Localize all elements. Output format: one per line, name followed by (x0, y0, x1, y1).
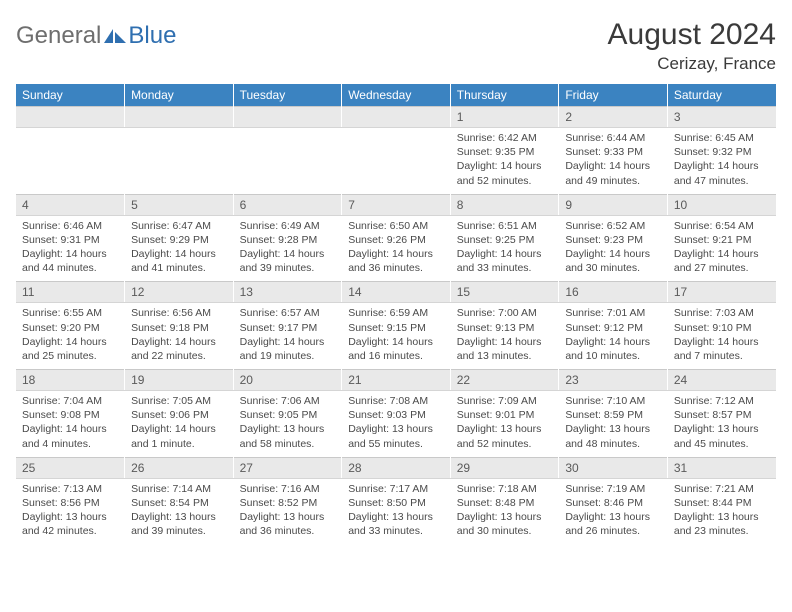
weekday-header: Thursday (450, 84, 559, 107)
day-content-cell: Sunrise: 6:47 AMSunset: 9:29 PMDaylight:… (125, 215, 234, 282)
day-number-cell: 3 (667, 107, 776, 128)
day-content-cell: Sunrise: 7:08 AMSunset: 9:03 PMDaylight:… (342, 391, 451, 458)
day-number-cell: 15 (450, 282, 559, 303)
title-location: Cerizay, France (608, 54, 776, 74)
day-number-cell: 7 (342, 194, 451, 215)
day-content-cell (16, 128, 125, 195)
day-number-cell: 1 (450, 107, 559, 128)
day-content-row: Sunrise: 7:04 AMSunset: 9:08 PMDaylight:… (16, 391, 776, 458)
day-number-cell: 8 (450, 194, 559, 215)
day-number-cell: 5 (125, 194, 234, 215)
day-content-cell: Sunrise: 6:52 AMSunset: 9:23 PMDaylight:… (559, 215, 668, 282)
day-number-cell: 10 (667, 194, 776, 215)
calendar-page: General Blue August 2024 Cerizay, France… (0, 0, 792, 612)
day-number-cell: 18 (16, 370, 125, 391)
logo-text-general: General (16, 22, 101, 50)
day-content-cell: Sunrise: 6:46 AMSunset: 9:31 PMDaylight:… (16, 215, 125, 282)
day-number-cell: 9 (559, 194, 668, 215)
day-content-cell: Sunrise: 7:10 AMSunset: 8:59 PMDaylight:… (559, 391, 668, 458)
day-number-cell: 24 (667, 370, 776, 391)
day-number-cell: 6 (233, 194, 342, 215)
day-number-cell: 22 (450, 370, 559, 391)
day-number-cell: 20 (233, 370, 342, 391)
day-content-cell: Sunrise: 7:09 AMSunset: 9:01 PMDaylight:… (450, 391, 559, 458)
day-content-row: Sunrise: 6:55 AMSunset: 9:20 PMDaylight:… (16, 303, 776, 370)
day-number-cell: 17 (667, 282, 776, 303)
day-number-cell: 29 (450, 457, 559, 478)
day-number-row: 11121314151617 (16, 282, 776, 303)
day-content-cell: Sunrise: 6:44 AMSunset: 9:33 PMDaylight:… (559, 128, 668, 195)
day-number-cell: 11 (16, 282, 125, 303)
day-content-cell: Sunrise: 7:16 AMSunset: 8:52 PMDaylight:… (233, 478, 342, 544)
day-number-cell: 16 (559, 282, 668, 303)
page-header: General Blue August 2024 Cerizay, France (16, 18, 776, 74)
day-content-cell: Sunrise: 6:51 AMSunset: 9:25 PMDaylight:… (450, 215, 559, 282)
day-content-row: Sunrise: 6:42 AMSunset: 9:35 PMDaylight:… (16, 128, 776, 195)
day-number-cell: 26 (125, 457, 234, 478)
day-content-cell: Sunrise: 7:21 AMSunset: 8:44 PMDaylight:… (667, 478, 776, 544)
weekday-header: Tuesday (233, 84, 342, 107)
day-content-cell: Sunrise: 7:00 AMSunset: 9:13 PMDaylight:… (450, 303, 559, 370)
weekday-header: Monday (125, 84, 234, 107)
day-content-cell: Sunrise: 6:42 AMSunset: 9:35 PMDaylight:… (450, 128, 559, 195)
day-content-cell: Sunrise: 6:55 AMSunset: 9:20 PMDaylight:… (16, 303, 125, 370)
day-content-cell: Sunrise: 7:18 AMSunset: 8:48 PMDaylight:… (450, 478, 559, 544)
day-content-cell: Sunrise: 7:14 AMSunset: 8:54 PMDaylight:… (125, 478, 234, 544)
day-content-cell: Sunrise: 7:17 AMSunset: 8:50 PMDaylight:… (342, 478, 451, 544)
day-content-cell (125, 128, 234, 195)
day-content-row: Sunrise: 7:13 AMSunset: 8:56 PMDaylight:… (16, 478, 776, 544)
day-content-cell: Sunrise: 7:05 AMSunset: 9:06 PMDaylight:… (125, 391, 234, 458)
day-content-cell: Sunrise: 7:03 AMSunset: 9:10 PMDaylight:… (667, 303, 776, 370)
day-content-cell: Sunrise: 6:54 AMSunset: 9:21 PMDaylight:… (667, 215, 776, 282)
day-number-cell (125, 107, 234, 128)
day-content-cell: Sunrise: 7:04 AMSunset: 9:08 PMDaylight:… (16, 391, 125, 458)
day-content-cell: Sunrise: 6:59 AMSunset: 9:15 PMDaylight:… (342, 303, 451, 370)
day-content-cell: Sunrise: 6:57 AMSunset: 9:17 PMDaylight:… (233, 303, 342, 370)
title-block: August 2024 Cerizay, France (608, 18, 776, 74)
day-number-cell: 25 (16, 457, 125, 478)
day-number-cell: 12 (125, 282, 234, 303)
day-number-cell: 27 (233, 457, 342, 478)
day-content-cell: Sunrise: 6:56 AMSunset: 9:18 PMDaylight:… (125, 303, 234, 370)
calendar-header-row: SundayMondayTuesdayWednesdayThursdayFrid… (16, 84, 776, 107)
day-content-cell: Sunrise: 7:19 AMSunset: 8:46 PMDaylight:… (559, 478, 668, 544)
weekday-header: Saturday (667, 84, 776, 107)
weekday-header: Sunday (16, 84, 125, 107)
calendar-body: 123 Sunrise: 6:42 AMSunset: 9:35 PMDayli… (16, 107, 776, 545)
day-number-cell: 13 (233, 282, 342, 303)
day-number-row: 18192021222324 (16, 370, 776, 391)
day-content-cell (342, 128, 451, 195)
day-number-row: 45678910 (16, 194, 776, 215)
day-content-cell: Sunrise: 6:49 AMSunset: 9:28 PMDaylight:… (233, 215, 342, 282)
day-number-cell: 14 (342, 282, 451, 303)
calendar-table: SundayMondayTuesdayWednesdayThursdayFrid… (16, 84, 776, 544)
day-content-cell: Sunrise: 6:45 AMSunset: 9:32 PMDaylight:… (667, 128, 776, 195)
day-content-cell: Sunrise: 6:50 AMSunset: 9:26 PMDaylight:… (342, 215, 451, 282)
day-content-cell: Sunrise: 7:06 AMSunset: 9:05 PMDaylight:… (233, 391, 342, 458)
day-number-cell (233, 107, 342, 128)
day-number-cell (342, 107, 451, 128)
day-number-cell: 2 (559, 107, 668, 128)
day-number-cell: 30 (559, 457, 668, 478)
logo-sail-icon (104, 29, 126, 43)
day-number-cell: 23 (559, 370, 668, 391)
day-content-cell: Sunrise: 7:13 AMSunset: 8:56 PMDaylight:… (16, 478, 125, 544)
day-number-row: 25262728293031 (16, 457, 776, 478)
logo: General Blue (16, 22, 176, 50)
weekday-header: Friday (559, 84, 668, 107)
day-content-row: Sunrise: 6:46 AMSunset: 9:31 PMDaylight:… (16, 215, 776, 282)
day-content-cell (233, 128, 342, 195)
logo-text-blue: Blue (128, 22, 176, 50)
day-number-cell: 4 (16, 194, 125, 215)
weekday-header: Wednesday (342, 84, 451, 107)
day-number-cell: 21 (342, 370, 451, 391)
day-number-row: 123 (16, 107, 776, 128)
day-content-cell: Sunrise: 7:12 AMSunset: 8:57 PMDaylight:… (667, 391, 776, 458)
day-content-cell: Sunrise: 7:01 AMSunset: 9:12 PMDaylight:… (559, 303, 668, 370)
title-month: August 2024 (608, 18, 776, 52)
day-number-cell: 28 (342, 457, 451, 478)
day-number-cell: 19 (125, 370, 234, 391)
day-number-cell: 31 (667, 457, 776, 478)
day-number-cell (16, 107, 125, 128)
